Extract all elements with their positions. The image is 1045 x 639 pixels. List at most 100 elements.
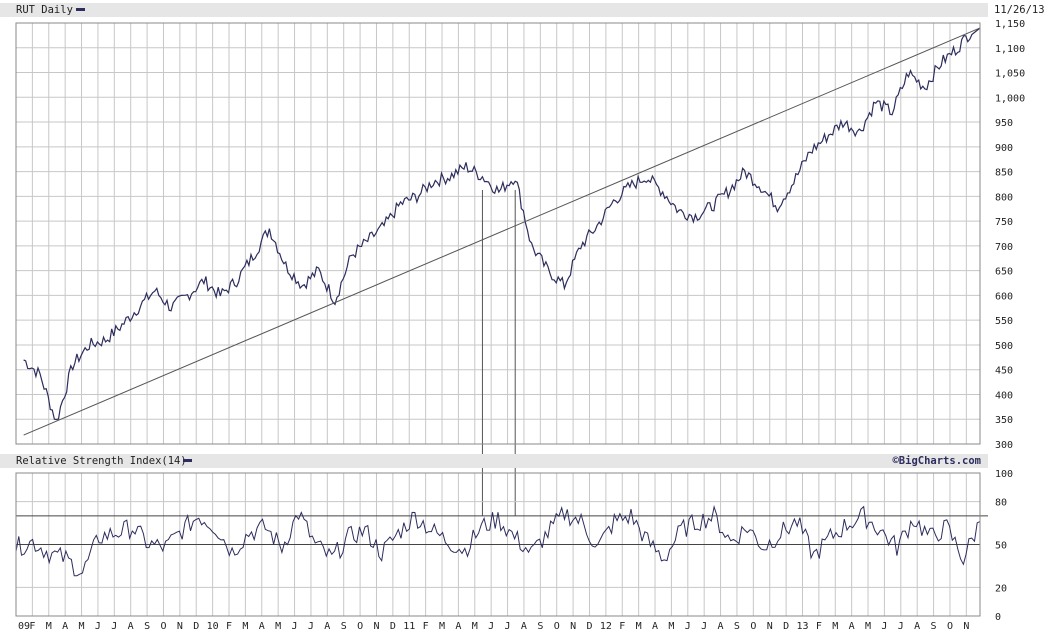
x-tick-label: J xyxy=(881,621,887,632)
x-tick-label: D xyxy=(193,621,199,632)
x-tick-label: O xyxy=(947,621,953,632)
x-tick-label: A xyxy=(652,621,658,632)
bigcharts-watermark: ©BigCharts.com xyxy=(892,455,981,467)
x-tick-label: F xyxy=(423,621,429,632)
x-tick-label: M xyxy=(865,621,871,632)
price-y-tick-label: 550 xyxy=(995,316,1013,327)
x-tick-label: J xyxy=(505,621,511,632)
price-y-tick-label: 900 xyxy=(995,143,1013,154)
price-y-tick-label: 300 xyxy=(995,440,1013,451)
x-tick-label: F xyxy=(29,621,35,632)
x-tick-label: A xyxy=(259,621,265,632)
x-tick-label: A xyxy=(324,621,330,632)
x-tick-label: J xyxy=(308,621,314,632)
x-tick-label: M xyxy=(439,621,445,632)
price-y-tick-label: 1,150 xyxy=(995,19,1025,30)
x-tick-label: N xyxy=(963,621,969,632)
x-tick-label: 13 xyxy=(796,621,808,632)
x-tick-label: A xyxy=(849,621,855,632)
price-header-band xyxy=(0,3,988,17)
x-tick-label: M xyxy=(636,621,642,632)
x-tick-label: M xyxy=(46,621,52,632)
price-y-tick-label: 400 xyxy=(995,390,1013,401)
x-tick-label: O xyxy=(750,621,756,632)
x-tick-label: A xyxy=(914,621,920,632)
price-y-tick-label: 850 xyxy=(995,168,1013,179)
x-tick-label: M xyxy=(242,621,248,632)
x-tick-label: M xyxy=(275,621,281,632)
x-tick-label: M xyxy=(79,621,85,632)
x-tick-label: O xyxy=(357,621,363,632)
x-tick-label: J xyxy=(701,621,707,632)
x-tick-label: D xyxy=(390,621,396,632)
x-tick-label: S xyxy=(931,621,937,632)
x-tick-label: D xyxy=(586,621,592,632)
x-tick-label: S xyxy=(341,621,347,632)
rsi-y-axis: 100 80 50 20 0 xyxy=(995,469,1013,623)
date-label: 11/26/13 xyxy=(994,4,1045,16)
x-tick-label: F xyxy=(226,621,232,632)
price-y-tick-label: 350 xyxy=(995,415,1013,426)
x-tick-label: N xyxy=(570,621,576,632)
rsi-y-tick-label: 50 xyxy=(995,541,1007,552)
x-tick-label: M xyxy=(832,621,838,632)
price-y-tick-label: 1,000 xyxy=(995,93,1025,104)
x-tick-label: J xyxy=(898,621,904,632)
x-tick-label: S xyxy=(734,621,740,632)
x-tick-label: A xyxy=(455,621,461,632)
x-tick-label: N xyxy=(177,621,183,632)
rsi-y-tick-label: 20 xyxy=(995,583,1007,594)
price-plot-border xyxy=(15,22,981,445)
price-title: RUT Daily xyxy=(16,4,73,16)
price-y-axis: 1,150 1,100 1,050 1,000 950 900 850 800 750 700 65… xyxy=(995,19,1025,451)
x-tick-label: S xyxy=(144,621,150,632)
x-tick-label: S xyxy=(537,621,543,632)
x-tick-label: M xyxy=(668,621,674,632)
x-tick-label: M xyxy=(472,621,478,632)
trendline xyxy=(23,27,981,436)
x-tick-label: J xyxy=(488,621,494,632)
x-tick-label: A xyxy=(128,621,134,632)
x-tick-label: 12 xyxy=(600,621,612,632)
rsi-y-tick-label: 100 xyxy=(995,469,1013,480)
rsi-y-tick-label: 80 xyxy=(995,498,1007,509)
price-y-tick-label: 1,050 xyxy=(995,69,1025,80)
price-y-tick-label: 700 xyxy=(995,242,1013,253)
legend-swatch-price xyxy=(76,8,85,11)
x-tick-label: F xyxy=(619,621,625,632)
price-y-tick-label: 650 xyxy=(995,267,1013,278)
x-tick-label: 10 xyxy=(207,621,219,632)
price-y-tick-label: 450 xyxy=(995,366,1013,377)
x-tick-label: F xyxy=(816,621,822,632)
x-tick-label: A xyxy=(718,621,724,632)
x-tick-label: N xyxy=(767,621,773,632)
rsi-series-line xyxy=(15,504,981,577)
price-y-tick-label: 500 xyxy=(995,341,1013,352)
price-y-tick-label: 750 xyxy=(995,217,1013,228)
price-y-tick-label: 1,100 xyxy=(995,44,1025,55)
x-tick-label: 09 xyxy=(18,621,30,632)
x-tick-label: J xyxy=(95,621,101,632)
price-grid xyxy=(15,22,980,445)
x-axis-labels: 09 F M A M J J A S O N D 10 F M A M J J A S O N D 11 F M A M J J A S O N D 1… xyxy=(18,621,969,632)
rsi-header-band xyxy=(0,454,988,468)
x-tick-label: O xyxy=(554,621,560,632)
rsi-title: Relative Strength Index(14) xyxy=(16,455,187,467)
x-tick-label: A xyxy=(521,621,527,632)
x-tick-label: D xyxy=(783,621,789,632)
x-tick-label: 11 xyxy=(403,621,415,632)
x-tick-label: A xyxy=(62,621,68,632)
x-tick-label: J xyxy=(685,621,691,632)
x-tick-label: O xyxy=(160,621,166,632)
x-tick-label: N xyxy=(373,621,379,632)
price-y-tick-label: 600 xyxy=(995,291,1013,302)
x-tick-label: J xyxy=(111,621,117,632)
price-y-tick-label: 950 xyxy=(995,118,1013,129)
x-tick-label: J xyxy=(292,621,298,632)
rsi-plot-border xyxy=(15,472,981,617)
rsi-y-tick-label: 0 xyxy=(995,612,1001,623)
price-series-line xyxy=(23,27,981,421)
price-y-tick-label: 800 xyxy=(995,192,1013,203)
